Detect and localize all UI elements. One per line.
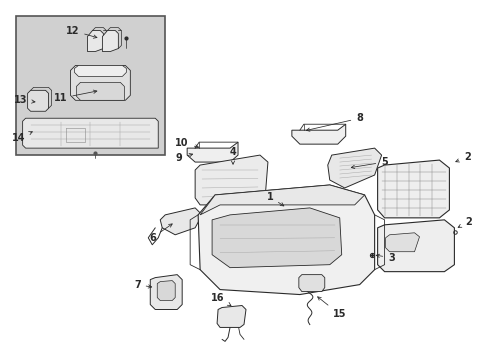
Polygon shape [217, 306, 245, 328]
Polygon shape [187, 142, 238, 162]
Text: 4: 4 [229, 147, 236, 164]
Polygon shape [198, 185, 374, 294]
Text: 9: 9 [176, 153, 192, 163]
Text: 2: 2 [457, 217, 471, 228]
Polygon shape [27, 90, 48, 111]
Polygon shape [298, 275, 324, 292]
Text: 2: 2 [455, 152, 470, 162]
Polygon shape [74, 66, 126, 76]
Polygon shape [385, 233, 419, 252]
Polygon shape [76, 82, 124, 100]
Text: 7: 7 [134, 280, 151, 289]
Text: 16: 16 [211, 293, 230, 306]
Text: 6: 6 [148, 224, 172, 243]
Text: 11: 11 [54, 90, 97, 103]
Text: 15: 15 [317, 297, 346, 319]
Polygon shape [377, 160, 448, 218]
Polygon shape [291, 124, 345, 144]
Text: 14: 14 [12, 132, 32, 143]
Text: 10: 10 [175, 138, 198, 148]
Polygon shape [87, 31, 103, 51]
Polygon shape [70, 66, 130, 100]
Text: 5: 5 [350, 157, 387, 168]
Polygon shape [195, 155, 267, 205]
Text: 8: 8 [306, 113, 363, 131]
Polygon shape [212, 208, 341, 268]
Polygon shape [102, 31, 118, 51]
Bar [16, 15, 165, 155]
Text: 1: 1 [266, 192, 283, 206]
Polygon shape [327, 148, 381, 188]
Text: 12: 12 [65, 26, 97, 38]
Polygon shape [200, 185, 364, 215]
Polygon shape [160, 208, 202, 235]
Text: 13: 13 [14, 95, 35, 105]
Text: 3: 3 [375, 253, 394, 263]
Polygon shape [377, 220, 453, 272]
Polygon shape [22, 118, 158, 148]
Polygon shape [157, 280, 175, 301]
Polygon shape [150, 275, 182, 310]
